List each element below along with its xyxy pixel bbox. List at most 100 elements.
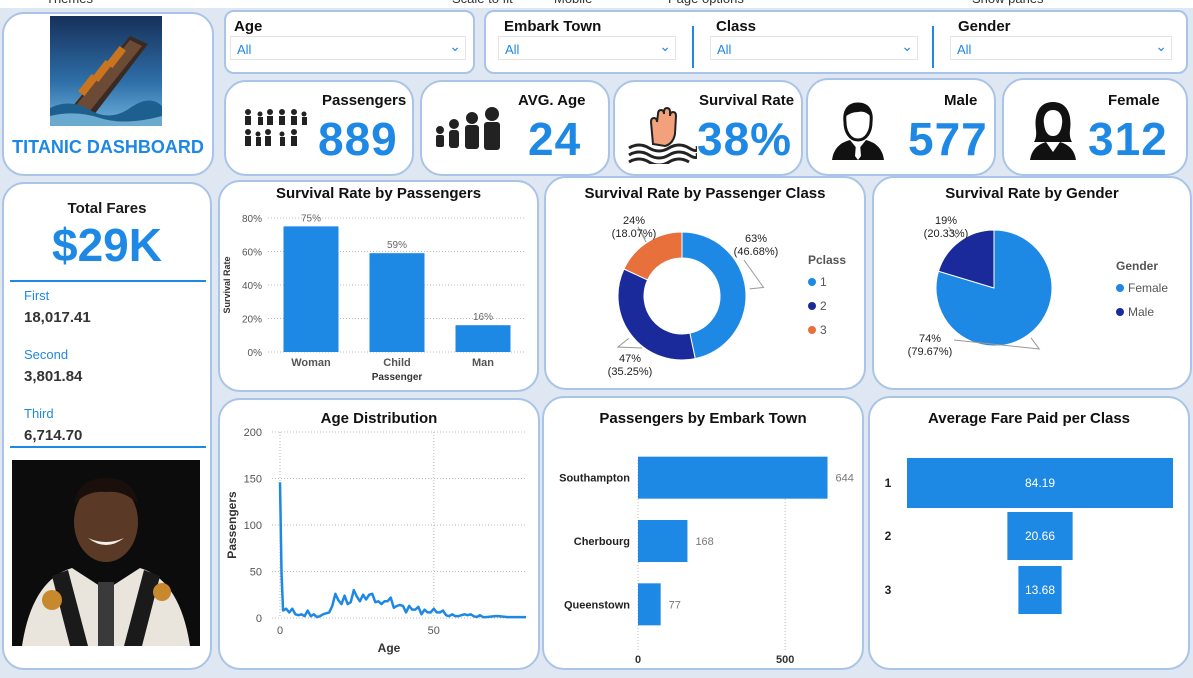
titanic-image	[50, 16, 162, 126]
slicer-divider	[932, 26, 934, 68]
slice-label: 74%	[919, 333, 941, 345]
class-slicer-label: Class	[716, 18, 757, 35]
legend-marker	[808, 302, 816, 310]
slice	[681, 231, 747, 360]
x-axis-title: Passenger	[372, 372, 423, 383]
y-tick-label: 2	[885, 529, 892, 543]
family-group-icon	[245, 109, 307, 146]
bar	[638, 456, 828, 499]
slice-label: (20.33%)	[924, 228, 969, 240]
chart-passengers-by-embark: Passengers by Embark Town 0 500 Southampto…	[542, 396, 864, 670]
x-tick-label: Child	[383, 357, 411, 369]
y-axis-title: Passengers	[225, 491, 239, 559]
x-tick-label: 50	[428, 625, 440, 637]
ribbon-show-panes[interactable]: Show panes	[972, 0, 1044, 6]
kpi-male-label: Male	[944, 92, 978, 109]
ribbon-page-options[interactable]: Page options	[668, 0, 744, 6]
legend-marker	[808, 278, 816, 286]
slice-label: 19%	[935, 215, 957, 227]
y-tick-label: Southampton	[559, 473, 630, 485]
ribbon-mobile[interactable]: Mobile	[554, 0, 592, 6]
slicer-divider	[692, 26, 694, 68]
legend-marker	[1116, 308, 1124, 316]
slice	[937, 229, 995, 289]
data-label: 20.66	[1025, 529, 1055, 543]
title-card: TITANIC DASHBOARD	[2, 12, 214, 176]
fare-third-label: Third	[24, 406, 54, 421]
slice-label: (46.68%)	[734, 246, 779, 258]
age-slicer-label: Age	[234, 18, 263, 35]
y-tick-label: 0	[256, 613, 262, 625]
y-tick-label: 50	[250, 567, 262, 579]
slice-label: 47%	[619, 353, 641, 365]
slice-label: (35.25%)	[608, 366, 653, 378]
legend-label: 1	[820, 275, 827, 289]
leader-line	[637, 226, 647, 243]
chart-title: Survival Rate by Passenger Class	[584, 185, 826, 202]
legend-label: 3	[820, 323, 827, 337]
y-tick-label: 1	[885, 476, 892, 490]
kpi-avg-age-label: AVG. Age	[518, 92, 586, 109]
data-label: 59%	[387, 240, 407, 251]
chart-title: Age Distribution	[320, 410, 438, 427]
y-axis-title: Survival Rate	[222, 256, 232, 313]
x-tick-label: 0	[635, 654, 641, 666]
fares-divider-bottom	[10, 446, 206, 448]
leader-line	[948, 226, 958, 239]
y-tick-label: 60%	[242, 248, 262, 259]
age-slicer-dropdown[interactable]: All ⌄	[230, 36, 466, 60]
chart-avg-fare-per-class: Average Fare Paid per Class 84.19 1 20.66 2…	[868, 396, 1190, 670]
male-avatar-icon	[832, 102, 884, 160]
slice-label: (18.07%)	[612, 228, 657, 240]
age-slicer-value: All	[237, 42, 252, 57]
chart-title: Survival Rate by Gender	[945, 185, 1119, 202]
bar	[455, 325, 511, 352]
kpi-survival-label: Survival Rate	[699, 92, 795, 109]
fare-third-value: 6,714.70	[24, 427, 83, 444]
female-avatar-icon	[1030, 102, 1076, 160]
kpi-male-value: 577	[908, 113, 988, 165]
chart-title: Passengers by Embark Town	[599, 410, 807, 427]
data-label: 77	[669, 599, 681, 611]
x-tick-label: 500	[776, 654, 794, 666]
ribbon-themes[interactable]: Themes	[46, 0, 93, 6]
y-tick-label: Cherbourg	[574, 536, 630, 548]
gender-slicer-dropdown[interactable]: All ⌄	[950, 36, 1172, 60]
chart-age-distribution: Age Distribution 0 50 100 150 200 0 50 Age Passe…	[218, 398, 540, 670]
hbar-chart-svg: 0 500 Southampton 644 Cherbourg 168 Queenstown…	[559, 456, 854, 666]
kpi-male-card: Male 577	[806, 78, 996, 176]
kpi-survival-value: 38%	[697, 113, 793, 165]
y-tick-label: 0%	[248, 348, 263, 359]
chart-survival-by-passengers: Survival Rate by Passengers 0% 20% 40% 60% 8…	[218, 180, 539, 392]
class-slicer-dropdown[interactable]: All ⌄	[710, 36, 918, 60]
embark-slicer-label: Embark Town	[504, 18, 602, 35]
kpi-female-value: 312	[1088, 113, 1168, 165]
x-tick-label: Woman	[291, 357, 331, 369]
class-slicer-value: All	[717, 42, 732, 57]
kpi-passengers-value: 889	[318, 113, 398, 165]
embark-slicer-dropdown[interactable]: All ⌄	[498, 36, 676, 60]
legend-title: Pclass	[808, 253, 846, 267]
bar	[638, 520, 688, 562]
author-photo	[12, 460, 200, 646]
chart-title: Average Fare Paid per Class	[927, 410, 1131, 427]
legend-label: 2	[820, 299, 827, 313]
leader-line	[743, 259, 765, 290]
kpi-avg-age-card: AVG. Age 24	[420, 80, 610, 176]
line-chart-svg: 0 50 100 150 200 0 50 Age Passengers	[225, 427, 526, 655]
y-tick-label: 150	[244, 474, 262, 486]
x-tick-label: Man	[472, 357, 494, 369]
y-tick-label: 40%	[242, 281, 262, 292]
total-fares-label: Total Fares	[67, 200, 147, 217]
x-tick-label: 0	[277, 625, 283, 637]
bar	[638, 583, 661, 626]
leader-line	[616, 337, 643, 349]
ribbon-scale-to-fit[interactable]: Scale to fit	[452, 0, 513, 6]
bar	[369, 253, 425, 352]
slice	[617, 268, 696, 361]
bar	[907, 458, 1173, 508]
leader-line	[953, 337, 1041, 350]
legend-title: Gender	[1116, 259, 1158, 273]
gender-slicer-value: All	[957, 42, 972, 57]
x-axis-title: Age	[378, 641, 401, 655]
